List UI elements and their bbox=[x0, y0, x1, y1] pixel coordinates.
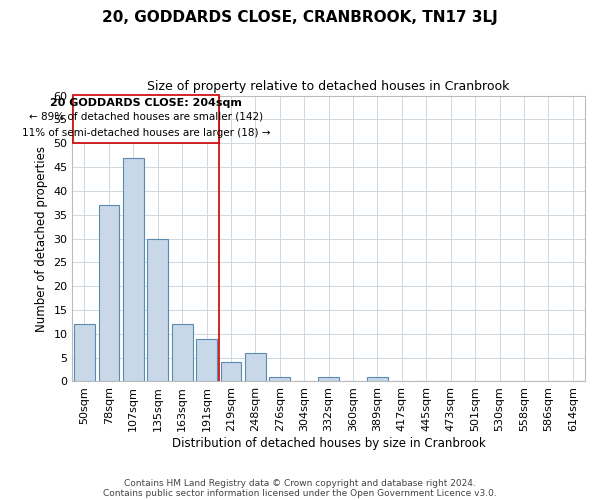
Text: Contains HM Land Registry data © Crown copyright and database right 2024.: Contains HM Land Registry data © Crown c… bbox=[124, 478, 476, 488]
Text: Contains public sector information licensed under the Open Government Licence v3: Contains public sector information licen… bbox=[103, 488, 497, 498]
Bar bbox=[269, 376, 290, 382]
Text: 11% of semi-detached houses are larger (18) →: 11% of semi-detached houses are larger (… bbox=[22, 128, 271, 138]
Bar bbox=[221, 362, 241, 382]
Bar bbox=[196, 338, 217, 382]
Bar bbox=[123, 158, 143, 382]
Bar bbox=[318, 376, 339, 382]
Text: 20 GODDARDS CLOSE: 204sqm: 20 GODDARDS CLOSE: 204sqm bbox=[50, 98, 242, 108]
Text: 20, GODDARDS CLOSE, CRANBROOK, TN17 3LJ: 20, GODDARDS CLOSE, CRANBROOK, TN17 3LJ bbox=[102, 10, 498, 25]
Text: ← 89% of detached houses are smaller (142): ← 89% of detached houses are smaller (14… bbox=[29, 112, 263, 122]
Bar bbox=[148, 238, 168, 382]
Bar bbox=[245, 353, 266, 382]
Bar bbox=[172, 324, 193, 382]
Bar bbox=[98, 205, 119, 382]
X-axis label: Distribution of detached houses by size in Cranbrook: Distribution of detached houses by size … bbox=[172, 437, 485, 450]
Y-axis label: Number of detached properties: Number of detached properties bbox=[35, 146, 48, 332]
Title: Size of property relative to detached houses in Cranbrook: Size of property relative to detached ho… bbox=[148, 80, 510, 93]
Bar bbox=[73, 94, 219, 143]
Bar bbox=[74, 324, 95, 382]
Bar bbox=[367, 376, 388, 382]
